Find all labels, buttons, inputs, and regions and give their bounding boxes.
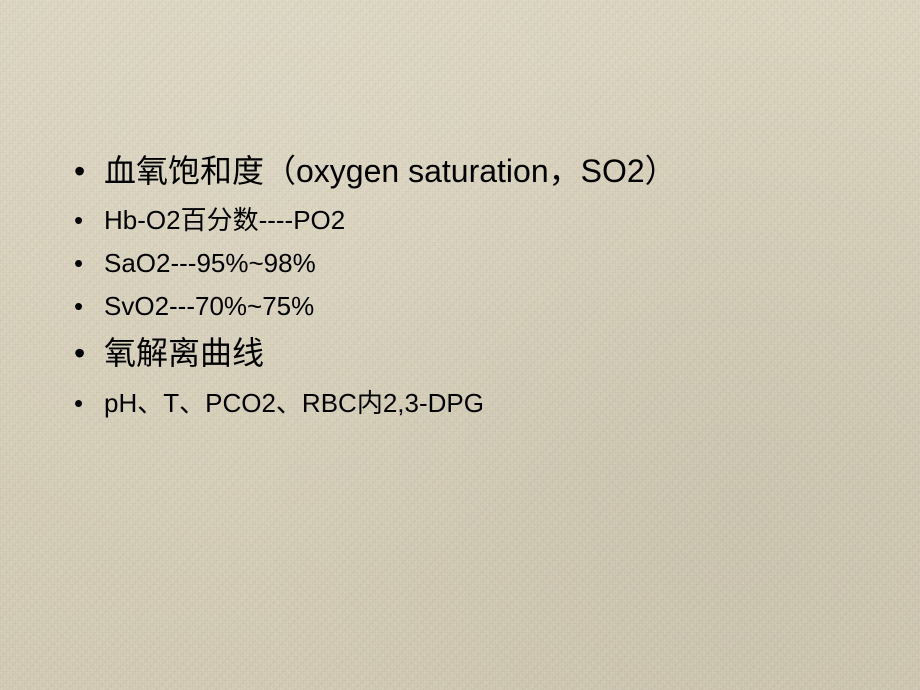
bullet-list: 血氧饱和度（oxygen saturation，SO2） Hb-O2百分数---…: [60, 150, 860, 421]
list-item: 血氧饱和度（oxygen saturation，SO2）: [60, 150, 860, 193]
list-item: SaO2---95%~98%: [60, 246, 860, 281]
bullet-text: SaO2---95%~98%: [104, 248, 316, 278]
list-item: 氧解离曲线: [60, 332, 860, 375]
bullet-text: pH、T、PCO2、RBC内2,3-DPG: [104, 388, 484, 418]
list-item: Hb-O2百分数----PO2: [60, 203, 860, 238]
list-item: pH、T、PCO2、RBC内2,3-DPG: [60, 386, 860, 421]
slide: 血氧饱和度（oxygen saturation，SO2） Hb-O2百分数---…: [0, 0, 920, 690]
bullet-text: SvO2---70%~75%: [104, 291, 314, 321]
list-item: SvO2---70%~75%: [60, 289, 860, 324]
bullet-text: 氧解离曲线: [104, 335, 264, 371]
bullet-text: 血氧饱和度（oxygen saturation，SO2）: [104, 153, 677, 189]
bullet-text: Hb-O2百分数----PO2: [104, 205, 345, 235]
